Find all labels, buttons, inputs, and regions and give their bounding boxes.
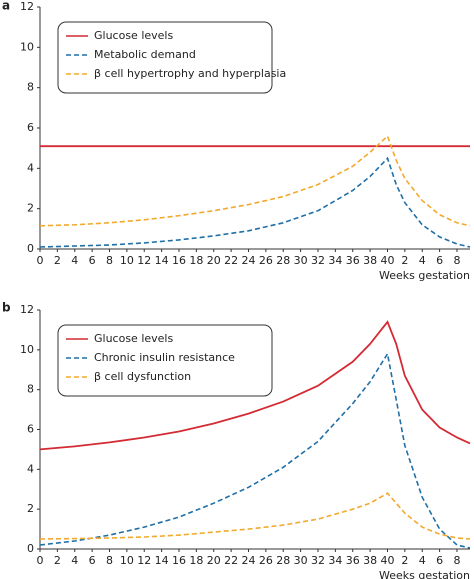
legend-label: Glucose levels bbox=[94, 29, 173, 42]
x-tick-label: 8 bbox=[453, 254, 460, 267]
x-tick-label: 24 bbox=[241, 254, 255, 267]
x-tick-label: 30 bbox=[294, 254, 308, 267]
legend-label: Chronic insulin resistance bbox=[94, 351, 235, 364]
x-tick-label: 4 bbox=[71, 254, 78, 267]
x-tick-label: 2 bbox=[401, 554, 408, 567]
x-tick-label: 26 bbox=[259, 554, 273, 567]
series-line bbox=[39, 320, 471, 451]
x-tick-label: 34 bbox=[328, 554, 342, 567]
y-tick-label: 8 bbox=[27, 383, 34, 396]
x-tick-label: 36 bbox=[346, 254, 360, 267]
x-tick-label: 22 bbox=[224, 554, 238, 567]
x-tick-label: 4 bbox=[71, 554, 78, 567]
x-tick-label: 28 bbox=[276, 554, 290, 567]
legend-box bbox=[57, 324, 273, 397]
y-tick-label: 8 bbox=[27, 81, 34, 94]
x-tick-label: 0 bbox=[37, 554, 44, 567]
x-tick-label: 38 bbox=[363, 254, 377, 267]
x-tick-label: 6 bbox=[89, 554, 96, 567]
x-tick-label: 34 bbox=[328, 254, 342, 267]
x-tick-label: 40 bbox=[380, 254, 394, 267]
legend-label: β cell dysfunction bbox=[94, 370, 191, 383]
legend-label: β cell hypertrophy and hyperplasia bbox=[94, 67, 286, 80]
y-tick-label: 6 bbox=[27, 121, 34, 134]
x-tick-label: 16 bbox=[172, 254, 186, 267]
x-tick-label: 10 bbox=[120, 554, 134, 567]
x-tick-label: 40 bbox=[380, 554, 394, 567]
x-tick-label: 4 bbox=[419, 254, 426, 267]
series-line bbox=[39, 492, 471, 540]
x-tick-label: 14 bbox=[155, 254, 169, 267]
x-tick-label: 2 bbox=[54, 254, 61, 267]
legend-label: Metabolic demand bbox=[94, 48, 196, 61]
x-axis-label: Weeks gestation bbox=[379, 269, 470, 282]
legend-box bbox=[57, 21, 273, 94]
y-tick-label: 2 bbox=[27, 502, 34, 515]
panel-label: a bbox=[2, 0, 10, 13]
x-tick-label: 10 bbox=[120, 254, 134, 267]
x-tick-label: 28 bbox=[276, 254, 290, 267]
x-tick-label: 26 bbox=[259, 254, 273, 267]
x-tick-label: 8 bbox=[106, 554, 113, 567]
x-tick-label: 20 bbox=[207, 554, 221, 567]
y-tick-label: 4 bbox=[27, 462, 34, 475]
x-tick-label: 2 bbox=[401, 254, 408, 267]
legend-label: Glucose levels bbox=[94, 332, 173, 345]
x-tick-label: 38 bbox=[363, 554, 377, 567]
x-tick-label: 8 bbox=[453, 554, 460, 567]
x-tick-label: 8 bbox=[106, 254, 113, 267]
x-tick-label: 16 bbox=[172, 554, 186, 567]
x-tick-label: 32 bbox=[311, 254, 325, 267]
x-tick-label: 18 bbox=[189, 254, 203, 267]
x-tick-label: 32 bbox=[311, 554, 325, 567]
x-tick-label: 14 bbox=[155, 554, 169, 567]
x-tick-label: 6 bbox=[436, 554, 443, 567]
x-tick-label: 4 bbox=[419, 554, 426, 567]
x-tick-label: 2 bbox=[54, 554, 61, 567]
x-tick-label: 12 bbox=[137, 254, 151, 267]
y-tick-label: 2 bbox=[27, 202, 34, 215]
x-tick-label: 6 bbox=[436, 254, 443, 267]
x-tick-label: 20 bbox=[207, 254, 221, 267]
x-tick-label: 22 bbox=[224, 254, 238, 267]
panel-label: b bbox=[2, 301, 11, 315]
x-tick-label: 30 bbox=[294, 554, 308, 567]
x-tick-label: 0 bbox=[37, 254, 44, 267]
series-line bbox=[39, 351, 471, 549]
y-tick-label: 0 bbox=[27, 242, 34, 255]
x-tick-label: 18 bbox=[189, 554, 203, 567]
x-tick-label: 24 bbox=[241, 554, 255, 567]
y-tick-label: 0 bbox=[27, 542, 34, 555]
series-line bbox=[39, 134, 471, 227]
x-tick-label: 12 bbox=[137, 554, 151, 567]
y-tick-label: 12 bbox=[20, 303, 34, 316]
y-tick-label: 10 bbox=[20, 40, 34, 53]
y-tick-label: 6 bbox=[27, 423, 34, 436]
x-tick-label: 6 bbox=[89, 254, 96, 267]
x-tick-label: 36 bbox=[346, 554, 360, 567]
y-tick-label: 12 bbox=[20, 0, 34, 13]
x-axis-label: Weeks gestation bbox=[379, 569, 470, 579]
y-tick-label: 10 bbox=[20, 343, 34, 356]
y-tick-label: 4 bbox=[27, 161, 34, 174]
series-line bbox=[39, 156, 471, 248]
